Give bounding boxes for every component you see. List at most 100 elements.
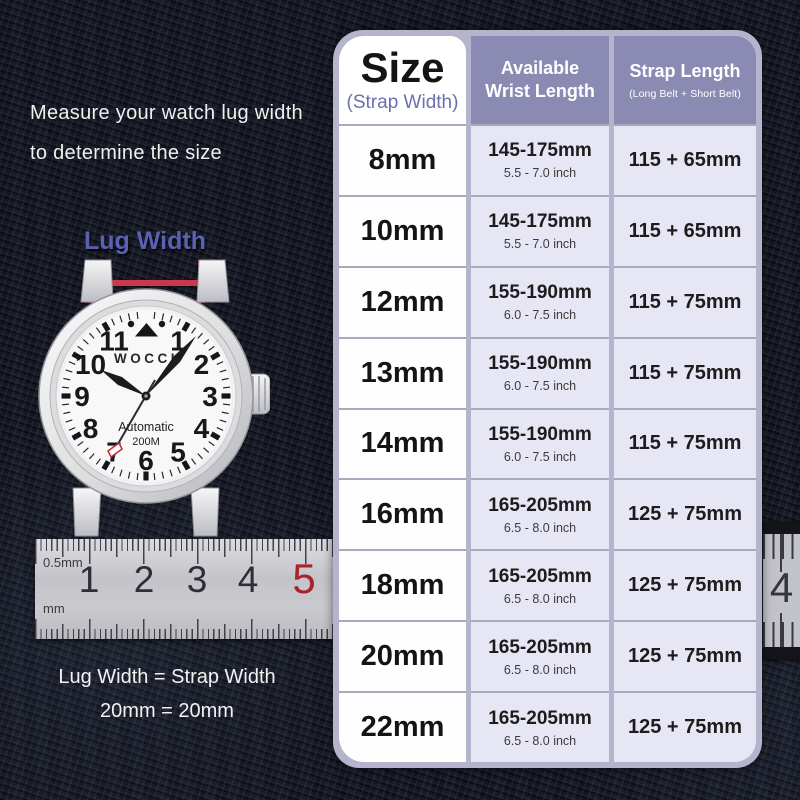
wrist-length-inch: 6.5 - 8.0 inch: [503, 591, 577, 606]
strap-length-column-subtitle: (Long Belt + Short Belt): [629, 87, 741, 100]
strap-length-value: 125 + 75mm: [628, 503, 742, 526]
watch-hands: [101, 336, 196, 459]
size-value: 13mm: [360, 356, 445, 389]
strap-length-cell: 115 + 65mm: [614, 124, 756, 195]
wrist-length-cell: 165-205mm 6.5 - 8.0 inch: [471, 478, 609, 550]
size-value: 20mm: [360, 640, 445, 673]
size-cell: 18mm: [339, 549, 466, 621]
wrist-length-mm: 165-205mm: [488, 636, 592, 658]
size-value: 8mm: [368, 143, 437, 176]
strap-length-cell: 125 + 75mm: [614, 620, 756, 692]
watch-dial-numbers: 1234567891011: [74, 326, 218, 476]
size-cell: 13mm: [339, 336, 466, 408]
strap-length-value: 125 + 75mm: [628, 716, 742, 739]
watch-dial-number: 10: [75, 349, 106, 380]
watch-water-resistance-text: 200M: [132, 436, 160, 448]
ruler-bottom-scale-label: mm: [43, 601, 65, 616]
size-column-title: Size: [360, 43, 445, 91]
wrist-length-cell: 155-190mm 6.0 - 7.5 inch: [471, 407, 609, 479]
wrist-length-cell: 155-190mm 6.0 - 7.5 inch: [471, 265, 609, 337]
watch-illustration: 1234567891011 WOCCI Automatic 200M: [38, 259, 270, 537]
size-cell: 10mm: [339, 194, 466, 266]
watch-dial-number: 5: [170, 436, 186, 467]
size-column-header: Size (Strap Width): [339, 36, 466, 124]
wrist-length-inch: 6.0 - 7.5 inch: [503, 308, 577, 323]
watch-dial-number: 11: [99, 326, 129, 357]
ruler-top-scale-label: 0.5mm: [43, 555, 83, 570]
wrist-length-mm: 155-190mm: [488, 423, 592, 445]
ruler-right-segment: 4: [763, 521, 800, 659]
wrist-length-mm: 155-190mm: [488, 353, 592, 375]
wrist-length-cell: 165-205mm 6.5 - 8.0 inch: [471, 549, 609, 621]
wrist-length-mm: 145-175mm: [488, 211, 592, 233]
ruler-right-number: 4: [769, 564, 794, 612]
wrist-length-column-title: Available Wrist Length: [485, 57, 595, 101]
watch-dial-number: 9: [74, 381, 90, 412]
wrist-length-cell: 165-205mm 6.5 - 8.0 inch: [471, 691, 609, 762]
strap-length-cell: 115 + 75mm: [614, 336, 756, 408]
ruler-bottom-long-ticks: [35, 619, 333, 639]
size-cell: 14mm: [339, 407, 466, 479]
strap-length-column-header: Strap Length (Long Belt + Short Belt): [614, 36, 756, 124]
strap-length-cell: 125 + 75mm: [614, 478, 756, 550]
equation-line-1: Lug Width = Strap Width: [58, 666, 276, 688]
size-column-subtitle: (Strap Width): [346, 91, 459, 113]
wrist-length-inch: 6.5 - 8.0 inch: [503, 520, 577, 535]
wrist-length-mm: 165-205mm: [488, 707, 592, 729]
ruler-number-3: 3: [186, 559, 208, 600]
strap-length-value: 125 + 75mm: [628, 645, 742, 668]
ruler-number-5: 5: [292, 555, 316, 602]
wrist-length-cell: 155-190mm 6.0 - 7.5 inch: [471, 336, 609, 408]
instruction-line-2: to determine the size: [30, 142, 222, 164]
lug-width-label: Lug Width: [84, 227, 206, 255]
wrist-length-cell: 165-205mm 6.5 - 8.0 inch: [471, 620, 609, 692]
strap-length-cell: 125 + 75mm: [614, 549, 756, 621]
wrist-length-inch: 6.5 - 8.0 inch: [503, 733, 577, 748]
size-value: 10mm: [360, 214, 445, 247]
wrist-length-mm: 155-190mm: [488, 282, 592, 304]
strap-length-value: 115 + 75mm: [628, 290, 742, 313]
watch-dial-number: 2: [194, 349, 210, 380]
wrist-length-inch: 6.0 - 7.5 inch: [503, 379, 577, 394]
strap-length-cell: 125 + 75mm: [614, 691, 756, 762]
ruler: 0.5mm 1 2 3 4 5 mm: [35, 539, 333, 639]
strap-length-value: 125 + 75mm: [628, 574, 742, 597]
strap-length-value: 115 + 75mm: [628, 361, 742, 384]
watch-dial-number: 6: [138, 445, 154, 476]
instruction-line-1: Measure your watch lug width: [30, 102, 303, 124]
ruler-number-2: 2: [133, 559, 155, 600]
ruler-number-1: 1: [78, 559, 100, 600]
wrist-length-inch: 5.5 - 7.0 inch: [503, 237, 577, 252]
size-table: Size (Strap Width) Available Wrist Lengt…: [333, 30, 762, 768]
wrist-length-cell: 145-175mm 5.5 - 7.0 inch: [471, 124, 609, 195]
size-cell: 16mm: [339, 478, 466, 550]
watch-brand-text: WOCCI: [114, 351, 178, 366]
watch-minute-ticks: [61, 311, 231, 481]
strap-length-value: 115 + 65mm: [628, 219, 742, 242]
ruler-top-long-ticks: [35, 539, 333, 564]
size-cell: 12mm: [339, 265, 466, 337]
size-value: 12mm: [360, 285, 445, 318]
lug-width-bracket-bar: [90, 280, 203, 286]
size-value: 14mm: [360, 427, 445, 460]
wrist-length-mm: 165-205mm: [488, 494, 592, 516]
equation-line-2: 20mm = 20mm: [100, 700, 234, 722]
wrist-length-mm: 165-205mm: [488, 565, 592, 587]
strap-length-cell: 115 + 75mm: [614, 265, 756, 337]
ruler-number-4: 4: [237, 559, 259, 600]
watch-dial-number: 8: [83, 413, 99, 444]
strap-length-cell: 115 + 75mm: [614, 407, 756, 479]
size-value: 18mm: [360, 569, 445, 602]
wrist-length-cell: 145-175mm 5.5 - 7.0 inch: [471, 194, 609, 266]
size-cell: 8mm: [339, 124, 466, 195]
wrist-length-inch: 6.0 - 7.5 inch: [503, 449, 577, 464]
watch-movement-text: Automatic: [118, 420, 174, 434]
strap-length-value: 115 + 75mm: [628, 432, 742, 455]
size-cell: 20mm: [339, 620, 466, 692]
size-value: 16mm: [360, 498, 445, 531]
strap-length-value: 115 + 65mm: [628, 148, 742, 171]
wrist-length-inch: 5.5 - 7.0 inch: [503, 166, 577, 181]
watch-twelve-marker: [127, 320, 166, 337]
strap-length-cell: 115 + 65mm: [614, 194, 756, 266]
